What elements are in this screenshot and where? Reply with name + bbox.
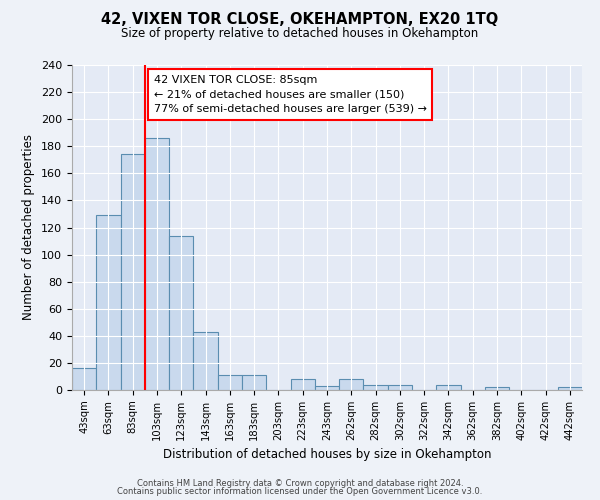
Bar xyxy=(388,384,412,390)
Bar xyxy=(558,388,582,390)
Bar xyxy=(169,236,193,390)
Bar xyxy=(339,379,364,390)
Bar xyxy=(96,216,121,390)
Text: 42 VIXEN TOR CLOSE: 85sqm
← 21% of detached houses are smaller (150)
77% of semi: 42 VIXEN TOR CLOSE: 85sqm ← 21% of detac… xyxy=(154,74,427,114)
Text: Contains HM Land Registry data © Crown copyright and database right 2024.: Contains HM Land Registry data © Crown c… xyxy=(137,478,463,488)
Y-axis label: Number of detached properties: Number of detached properties xyxy=(22,134,35,320)
X-axis label: Distribution of detached houses by size in Okehampton: Distribution of detached houses by size … xyxy=(163,448,491,462)
Bar xyxy=(364,384,388,390)
Bar xyxy=(485,388,509,390)
Bar xyxy=(218,375,242,390)
Bar xyxy=(242,375,266,390)
Bar xyxy=(290,379,315,390)
Bar xyxy=(145,138,169,390)
Bar xyxy=(436,384,461,390)
Text: Size of property relative to detached houses in Okehampton: Size of property relative to detached ho… xyxy=(121,28,479,40)
Bar xyxy=(121,154,145,390)
Bar xyxy=(315,386,339,390)
Bar xyxy=(193,332,218,390)
Text: Contains public sector information licensed under the Open Government Licence v3: Contains public sector information licen… xyxy=(118,487,482,496)
Bar xyxy=(72,368,96,390)
Text: 42, VIXEN TOR CLOSE, OKEHAMPTON, EX20 1TQ: 42, VIXEN TOR CLOSE, OKEHAMPTON, EX20 1T… xyxy=(101,12,499,28)
